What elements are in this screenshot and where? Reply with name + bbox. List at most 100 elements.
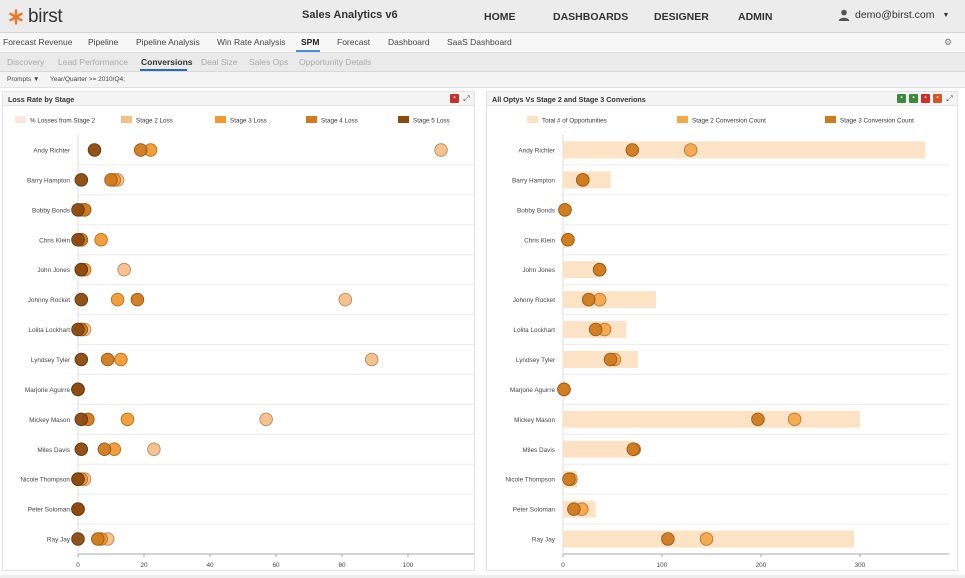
legend-label: Total # of Opportunities — [542, 118, 607, 125]
conversions-chart: Total # of Opportunities Stage 2 Conversi… — [505, 116, 949, 569]
legend-swatch — [527, 116, 538, 123]
data-point — [751, 412, 765, 427]
x-tick-label: 200 — [756, 562, 767, 569]
data-point — [557, 382, 571, 397]
panel-title: Loss Rate by Stage — [8, 95, 75, 104]
tab-sales-ops[interactable]: Sales Ops — [249, 57, 289, 67]
caret-down-icon: ▼ — [942, 11, 950, 19]
x-tick-label: 20 — [140, 562, 148, 569]
x-tick-label: 0 — [76, 562, 80, 569]
loss-rate-chart: % Losses from Stage 2 Stage 2 Loss Stage 3… — [15, 116, 474, 569]
bar — [563, 350, 639, 368]
data-point — [787, 412, 802, 427]
ppt-icon[interactable]: ▪ — [933, 94, 942, 103]
tab-conversions[interactable]: Conversions — [141, 57, 193, 67]
panel-header: Loss Rate by Stage ▪ ⤢ — [3, 92, 474, 106]
data-point — [567, 502, 581, 516]
x-tick-label: 300 — [855, 562, 866, 569]
tab-pipeline[interactable]: Pipeline — [88, 37, 119, 47]
category-label: Barry Hampton — [27, 177, 70, 184]
user-menu[interactable]: demo@birst.com ▼ — [838, 9, 949, 21]
tab-win-rate-analysis[interactable]: Win Rate Analysis — [217, 37, 286, 47]
expand-icon[interactable]: ⤢ — [946, 94, 953, 103]
data-point — [71, 382, 85, 397]
legend-label: Stage 2 Conversion Count — [692, 118, 766, 125]
tab-forecast[interactable]: Forecast — [337, 37, 371, 47]
tab-dashboard[interactable]: Dashboard — [388, 37, 430, 47]
prompts-label: Prompts — [7, 76, 32, 83]
tab-discovery[interactable]: Discovery — [7, 57, 45, 67]
expand-icon[interactable]: ⤢ — [463, 94, 470, 103]
x-tick-label: 80 — [338, 562, 346, 569]
legend-label: Stage 3 Loss — [230, 118, 267, 125]
data-point — [110, 292, 125, 307]
data-point — [74, 412, 89, 427]
data-point — [625, 143, 640, 157]
legend-swatch — [825, 116, 836, 123]
nav-home[interactable]: HOME — [484, 11, 516, 23]
tab-forecast-revenue[interactable]: Forecast Revenue — [3, 37, 73, 47]
pdf-icon[interactable]: ▪ — [450, 94, 459, 103]
data-point — [561, 232, 575, 247]
category-label: Andy Richter — [518, 147, 555, 154]
data-point — [71, 322, 85, 337]
birst-logo[interactable]: birst — [8, 6, 63, 28]
xls-icon[interactable]: ▪ — [897, 94, 906, 103]
category-label: Ray Jay — [532, 537, 556, 544]
category-label: Marjorie Aguirre — [510, 387, 556, 394]
data-point — [71, 502, 85, 516]
category-label: Miles Davis — [37, 447, 70, 454]
x-tick-label: 60 — [272, 562, 280, 569]
user-email: demo@birst.com — [855, 9, 935, 21]
category-label: Nicole Thompson — [20, 477, 70, 484]
x-tick-label: 100 — [403, 562, 414, 569]
category-label: Miles Davis — [522, 447, 555, 454]
category-label: Bobby Bonds — [517, 207, 555, 214]
data-point — [661, 532, 675, 546]
legend-swatch — [15, 116, 26, 123]
nav-designer[interactable]: DESIGNER — [654, 11, 709, 23]
data-point — [71, 232, 85, 247]
legend-label: % Losses from Stage 2 — [30, 118, 96, 125]
category-label: Mickey Mason — [29, 417, 70, 424]
conversions-panel: All Optys Vs Stage 2 and Stage 3 Converi… — [486, 91, 958, 571]
data-point — [71, 472, 85, 486]
data-point — [74, 292, 89, 307]
tab-pipeline-analysis[interactable]: Pipeline Analysis — [136, 37, 200, 47]
tab-deal-size[interactable]: Deal Size — [201, 57, 238, 67]
category-label: Lolita Lockhart — [28, 327, 70, 334]
prompts-button[interactable]: Prompts ▼ — [7, 76, 39, 83]
pdf-icon[interactable]: ▪ — [921, 94, 930, 103]
data-point — [100, 352, 115, 367]
tab-opportunity-details[interactable]: Opportunity Details — [299, 57, 372, 67]
legend-label: Stage 3 Conversion Count — [840, 118, 914, 125]
settings-icon[interactable]: ⚙ — [944, 37, 953, 47]
nav-admin[interactable]: ADMIN — [738, 11, 773, 23]
bar — [563, 291, 657, 309]
data-point — [97, 442, 112, 457]
category-label: Marjorie Aguirre — [25, 387, 71, 394]
data-point — [117, 262, 131, 277]
bar — [563, 410, 860, 428]
data-point — [259, 412, 273, 427]
data-point — [434, 143, 448, 157]
data-point — [94, 232, 108, 247]
category-label: Bobby Bonds — [32, 207, 70, 214]
xls-icon[interactable]: ▪ — [909, 94, 918, 103]
data-point — [74, 262, 89, 277]
footer-divider — [0, 575, 965, 578]
tab-lead-performance[interactable]: Lead Performance — [58, 57, 128, 67]
active-tab-indicator — [296, 50, 320, 52]
filter-summary: Year/Quarter >= 2010/Q4; — [50, 76, 125, 83]
nav-dashboards[interactable]: DASHBOARDS — [553, 11, 629, 23]
category-label: Mickey Mason — [514, 417, 555, 424]
data-point — [74, 352, 89, 367]
data-point — [147, 442, 161, 457]
legend-swatch — [121, 116, 132, 123]
legend-swatch — [677, 116, 688, 123]
tab-spm[interactable]: SPM — [301, 37, 320, 47]
legend-label: Stage 2 Loss — [136, 118, 173, 125]
data-point — [74, 442, 89, 457]
category-label: John Jones — [522, 267, 555, 274]
tab-saas-dashboard[interactable]: SaaS Dashboard — [447, 37, 512, 47]
